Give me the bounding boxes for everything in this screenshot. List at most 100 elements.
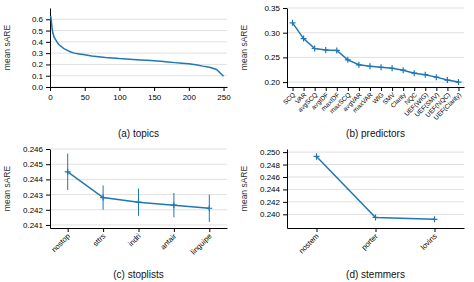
x-tick: 50 (81, 87, 90, 102)
y-tick-label: 0.242 (23, 206, 44, 215)
marker (206, 205, 212, 211)
x-tick-mark (392, 87, 393, 91)
x-tick: 100 (113, 87, 127, 102)
y-tick: 0.2 (32, 60, 50, 69)
x-tick-mark (381, 87, 382, 91)
x-tick: indri (126, 228, 143, 248)
grid-line (287, 57, 464, 58)
y-tick: 0.30 (264, 29, 287, 38)
marker (312, 45, 318, 51)
x-tick-mark (435, 228, 436, 232)
grid-line (50, 149, 227, 150)
x-tick-mark (103, 228, 104, 232)
x-tick-label: nostem (297, 232, 321, 256)
panel: 0.00.10.20.30.40.50.6050100150200250mean… (2, 9, 231, 140)
x-tick: sttrs (91, 228, 108, 248)
y-axis-line (287, 9, 288, 88)
y-tick-mark (283, 189, 287, 190)
marker (432, 216, 438, 222)
x-tick-mark (414, 87, 415, 91)
y-tick-label: 0.35 (264, 4, 280, 13)
panel: 0.2410.2420.2430.2440.2450.246nostopsttr… (2, 145, 228, 280)
x-axis: 050100150200250 (48, 87, 231, 102)
x-tick-mark (348, 87, 349, 91)
x-tick-mark (370, 87, 371, 91)
y-tick: 0.248 (260, 161, 287, 170)
grid-line (50, 30, 227, 31)
grid-line (287, 201, 464, 202)
y-tick: 0.4 (32, 38, 50, 47)
y-axis: 0.00.10.20.30.40.50.6 (32, 9, 51, 93)
grid-line (50, 224, 227, 225)
y-tick-mark (46, 164, 50, 165)
marker (301, 36, 307, 42)
y-tick-label: 0.244 (23, 175, 44, 184)
x-axis: nostopsttrsindriantairlinguipe (50, 228, 228, 256)
caption: (d) stemmers (346, 269, 405, 280)
grid-line (287, 164, 464, 165)
x-tick: antair (158, 228, 178, 251)
x-tick-mark (119, 87, 120, 91)
y-tick-mark (46, 19, 50, 20)
x-tick-mark (458, 87, 459, 91)
y-tick-label: 0.248 (260, 161, 281, 170)
x-tick-mark (425, 87, 426, 91)
y-tick-label: 0.246 (23, 145, 44, 154)
grid-line (287, 32, 464, 33)
x-tick-mark (189, 87, 190, 91)
marker (389, 65, 395, 71)
x-tick-mark (403, 87, 404, 91)
marker (422, 72, 428, 78)
grid-line (50, 164, 227, 165)
y-tick: 0.6 (32, 15, 50, 24)
y-tick: 0.1 (32, 72, 50, 81)
x-tick-label: 100 (113, 93, 127, 102)
y-tick: 0.244 (23, 175, 50, 184)
marker (373, 214, 379, 220)
marker (444, 77, 450, 83)
y-axis-title: mean sARE (239, 165, 249, 211)
y-tick-label: 0.245 (23, 160, 44, 169)
y-tick-label: 0.20 (264, 78, 280, 87)
marks (51, 16, 224, 76)
y-tick-mark (46, 31, 50, 32)
x-tick-label: nostop (50, 232, 72, 254)
x-tick: 0 (48, 87, 53, 102)
y-tick-mark (283, 177, 287, 178)
y-axis: 0.20 0.25 0.30 0.35 (264, 4, 287, 87)
marker (345, 57, 351, 63)
y-axis: 0.2400.2420.2440.2460.2480.250 (260, 148, 288, 228)
x-tick-label: lovins (419, 232, 439, 252)
x-tick-label: maxVAR (351, 91, 374, 114)
x-tick-mark (209, 228, 210, 232)
marker (334, 47, 340, 53)
y-tick-label: 0.1 (32, 72, 44, 81)
y-tick-mark (283, 152, 287, 153)
y-tick-label: 0.25 (264, 53, 280, 62)
x-tick-mark (376, 228, 377, 232)
y-tick-label: 0.6 (32, 15, 44, 24)
y-tick-mark (283, 165, 287, 166)
panel: 0.2400.2420.2440.2460.2480.250nostemport… (239, 148, 465, 280)
x-tick-mark (315, 87, 316, 91)
x-tick-mark (337, 87, 338, 91)
y-tick: 0.250 (260, 148, 287, 157)
x-tick: lovins (419, 228, 439, 252)
marker (367, 63, 373, 69)
grid-line (287, 152, 464, 153)
x-tick: 250 (217, 87, 231, 102)
y-tick-label: 0.5 (32, 27, 44, 36)
y-tick-label: 0.0 (32, 83, 44, 92)
y-tick-mark (46, 195, 50, 196)
line (317, 156, 435, 219)
y-tick-label: 0.244 (260, 185, 281, 194)
marker (314, 153, 320, 159)
caption: (b) predictors (346, 128, 405, 139)
x-tick: 150 (148, 87, 162, 102)
y-tick-label: 0.4 (32, 38, 44, 47)
x-tick-mark (68, 228, 69, 232)
line (51, 16, 224, 76)
grid-line (287, 189, 464, 190)
marker (171, 202, 177, 208)
x-axis-line (51, 87, 228, 88)
